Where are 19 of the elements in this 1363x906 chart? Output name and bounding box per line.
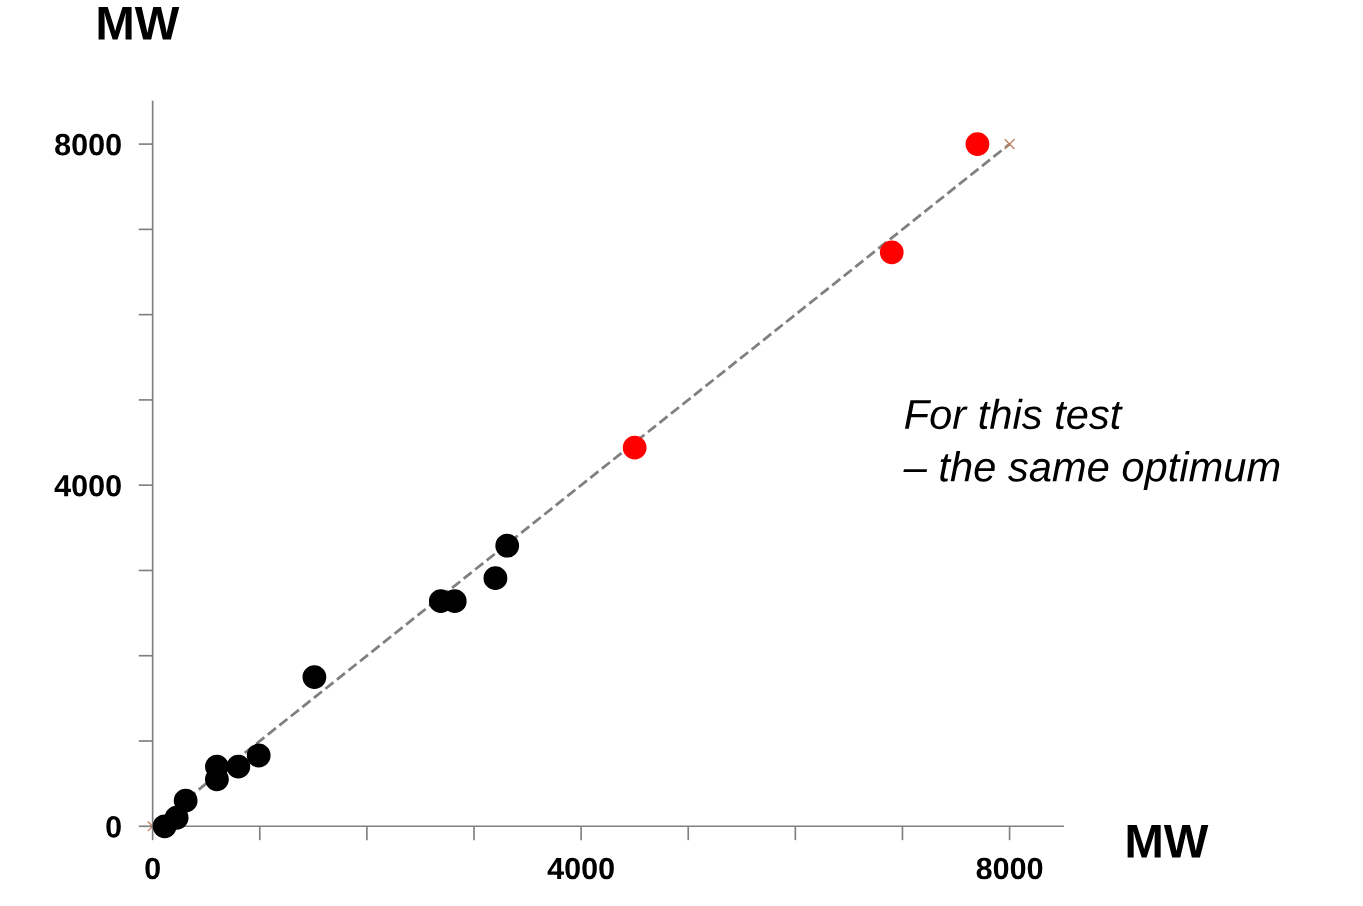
point bbox=[164, 805, 189, 830]
point bbox=[173, 788, 198, 813]
x-tick-label: 4000 bbox=[547, 857, 614, 880]
point bbox=[495, 533, 520, 558]
y-axis-title: MW bbox=[98, 6, 180, 40]
point bbox=[965, 132, 990, 156]
annotation: For this test – the same optimum bbox=[903, 398, 1280, 490]
point bbox=[483, 566, 508, 591]
x-tick-label: 0 bbox=[145, 857, 160, 880]
point bbox=[879, 240, 904, 265]
y-tick-label: 0 bbox=[106, 816, 121, 838]
x-tick-label: 8000 bbox=[976, 857, 1043, 880]
point bbox=[246, 743, 271, 768]
y-tick-label: 8000 bbox=[55, 133, 121, 156]
x-axis-title: MW bbox=[1127, 825, 1209, 858]
point bbox=[226, 754, 251, 779]
y-tick-label: 4000 bbox=[54, 474, 121, 497]
point bbox=[302, 665, 327, 689]
point bbox=[622, 435, 647, 460]
